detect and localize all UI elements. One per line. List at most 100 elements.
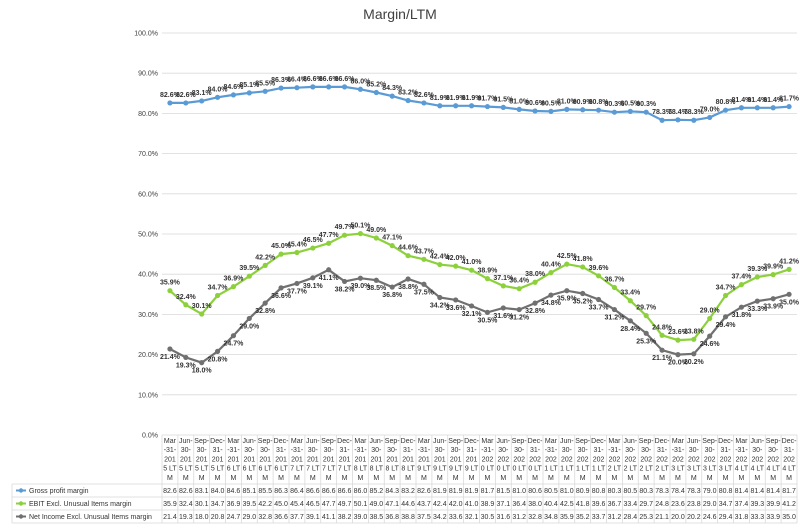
data-point	[738, 304, 745, 310]
data-label: 86.6%	[319, 76, 340, 83]
data-point	[373, 277, 379, 283]
data-point	[580, 107, 586, 113]
data-point	[341, 84, 348, 90]
table-cell: 39.5	[243, 501, 257, 508]
data-point	[580, 264, 586, 270]
data-label: 20.0%	[668, 360, 689, 367]
table-cell: 39.6	[592, 501, 606, 508]
table-cell: 25.3	[639, 514, 653, 521]
table-cell: 85.1	[243, 488, 257, 495]
table-cell: 36.4	[512, 501, 526, 508]
data-point	[421, 281, 427, 287]
data-label: 33.9%	[763, 304, 784, 311]
table-cell: 20.2	[687, 514, 701, 521]
y-tick-label: 30.0%	[138, 312, 158, 319]
data-label: 43.7%	[414, 248, 435, 255]
data-point	[691, 336, 697, 342]
data-label: 32.4%	[176, 294, 197, 301]
category-label: Mar -31-201 8 LT M	[354, 438, 368, 482]
data-point	[722, 314, 729, 320]
data-point	[770, 272, 776, 278]
data-label: 86.3%	[271, 77, 292, 84]
data-point	[532, 279, 538, 285]
data-point	[548, 292, 554, 298]
legend-marker	[18, 488, 24, 493]
data-point	[675, 337, 681, 343]
data-label: 38.2%	[335, 286, 356, 293]
data-point	[722, 292, 729, 299]
category-label: Jun-30-202 4 LT M	[751, 438, 765, 482]
data-label: 85.1%	[239, 82, 260, 89]
data-point	[468, 267, 475, 273]
data-label: 34.7%	[208, 285, 229, 292]
data-label: 32.8%	[255, 308, 276, 315]
data-label: 33.4%	[620, 290, 641, 297]
table-cell: 23.6	[671, 501, 685, 508]
data-point	[437, 103, 443, 109]
table-cell: 23.8	[687, 501, 701, 508]
category-label: Mar -31-201 6 LT M	[227, 438, 241, 482]
grid-layer	[162, 32, 797, 436]
data-point	[786, 103, 792, 110]
table-cell: 38.8	[401, 514, 415, 521]
table-cell: 32.8	[258, 514, 272, 521]
table-cell: 81.4	[766, 488, 780, 495]
data-point	[564, 106, 570, 112]
category-label: Dec-31-202 3 LT M	[718, 438, 733, 482]
table-cell: 78.3	[655, 488, 669, 495]
data-point	[548, 108, 554, 114]
data-point	[294, 280, 300, 287]
table-cell: 84.0	[211, 488, 225, 495]
data-label: 19.3%	[176, 362, 197, 369]
table-cell: 49.7	[338, 501, 352, 508]
data-point	[595, 296, 602, 303]
data-label: 80.6%	[525, 100, 546, 107]
table-cell: 33.6	[449, 514, 463, 521]
legend-series-name: Gross profit margin	[29, 488, 89, 495]
data-label: 38.0%	[525, 271, 546, 278]
table-cell: 81.7	[782, 488, 796, 495]
data-point	[754, 298, 760, 304]
table-cell: 86.4	[290, 488, 304, 495]
category-label: Dec-31-201 8 LT M	[401, 438, 416, 482]
table-cell: 29.7	[639, 501, 653, 508]
table-cell: 37.4	[735, 501, 749, 508]
table-cell: 36.8	[385, 514, 399, 521]
table-cell: 32.4	[179, 501, 193, 508]
data-point	[754, 274, 760, 280]
table-cell: 39.1	[306, 514, 320, 521]
data-label: 30.1%	[192, 303, 213, 310]
data-point	[326, 84, 332, 90]
table-cell: 42.5	[560, 501, 574, 508]
data-label: 45.0%	[271, 243, 292, 250]
data-label: 34.2%	[430, 303, 451, 310]
data-label: 21.4%	[160, 354, 181, 361]
table-cell: 35.9	[163, 501, 177, 508]
data-point	[230, 333, 237, 339]
legend-series-name: Net Income Excl. Unusual Items margin	[29, 514, 152, 521]
table-cell: 86.6	[338, 488, 352, 495]
data-label: 50.1%	[351, 223, 372, 230]
data-point	[564, 261, 570, 267]
table-cell: 20.0	[671, 514, 685, 521]
table-cell: 40.4	[544, 501, 558, 508]
data-point	[484, 103, 491, 110]
data-point	[786, 266, 792, 272]
category-label: Jun-30-201 7 LT M	[306, 438, 320, 482]
data-point	[722, 107, 729, 113]
data-point	[310, 245, 316, 251]
category-label: Mar -31-202 3 LT M	[671, 438, 685, 482]
data-point	[500, 305, 506, 311]
category-label: Mar -31-202 0 LT M	[481, 438, 495, 482]
data-point	[373, 235, 379, 241]
data-label: 37.7%	[287, 288, 308, 295]
table-cell: 80.5	[624, 488, 638, 495]
data-point	[405, 253, 411, 259]
data-label: 81.7%	[478, 96, 499, 103]
table-cell: 38.5	[370, 514, 384, 521]
table-cell: 24.7	[227, 514, 241, 521]
data-label: 80.3%	[605, 101, 626, 108]
data-label: 79.0%	[700, 106, 721, 113]
table-cell: 86.6	[322, 488, 336, 495]
data-label: 36.7%	[605, 276, 626, 283]
